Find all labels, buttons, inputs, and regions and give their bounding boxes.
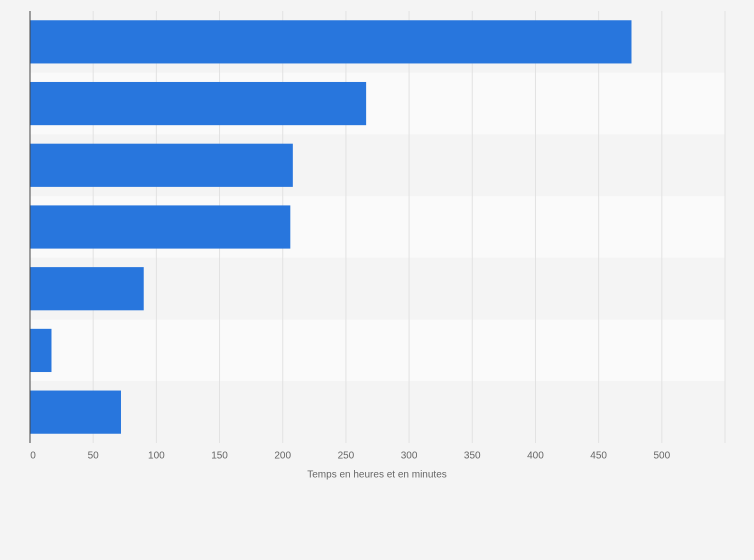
bar: [30, 143, 293, 187]
x-tick-label: 50: [88, 451, 100, 462]
x-tick-label: 150: [211, 451, 228, 462]
bar: [30, 267, 144, 311]
x-tick-label: 250: [338, 451, 355, 462]
x-tick-label: 450: [590, 451, 607, 462]
x-tick-label: 400: [527, 451, 544, 462]
bar: [30, 20, 632, 64]
bar: [30, 81, 367, 126]
bar: [30, 390, 121, 434]
x-tick-label: 100: [148, 451, 165, 462]
row-band: [30, 257, 725, 320]
x-tick-label: 500: [653, 451, 670, 462]
x-tick-label: 350: [464, 451, 481, 462]
bar: [30, 328, 52, 373]
x-tick-label: 300: [401, 451, 418, 462]
x-tick-label: 200: [274, 451, 291, 462]
x-axis-label: Temps en heures et en minutes: [307, 470, 447, 481]
row-band: [30, 381, 725, 443]
bar: [30, 205, 291, 249]
row-band: [30, 319, 725, 382]
x-tick-label: 0: [30, 451, 36, 462]
